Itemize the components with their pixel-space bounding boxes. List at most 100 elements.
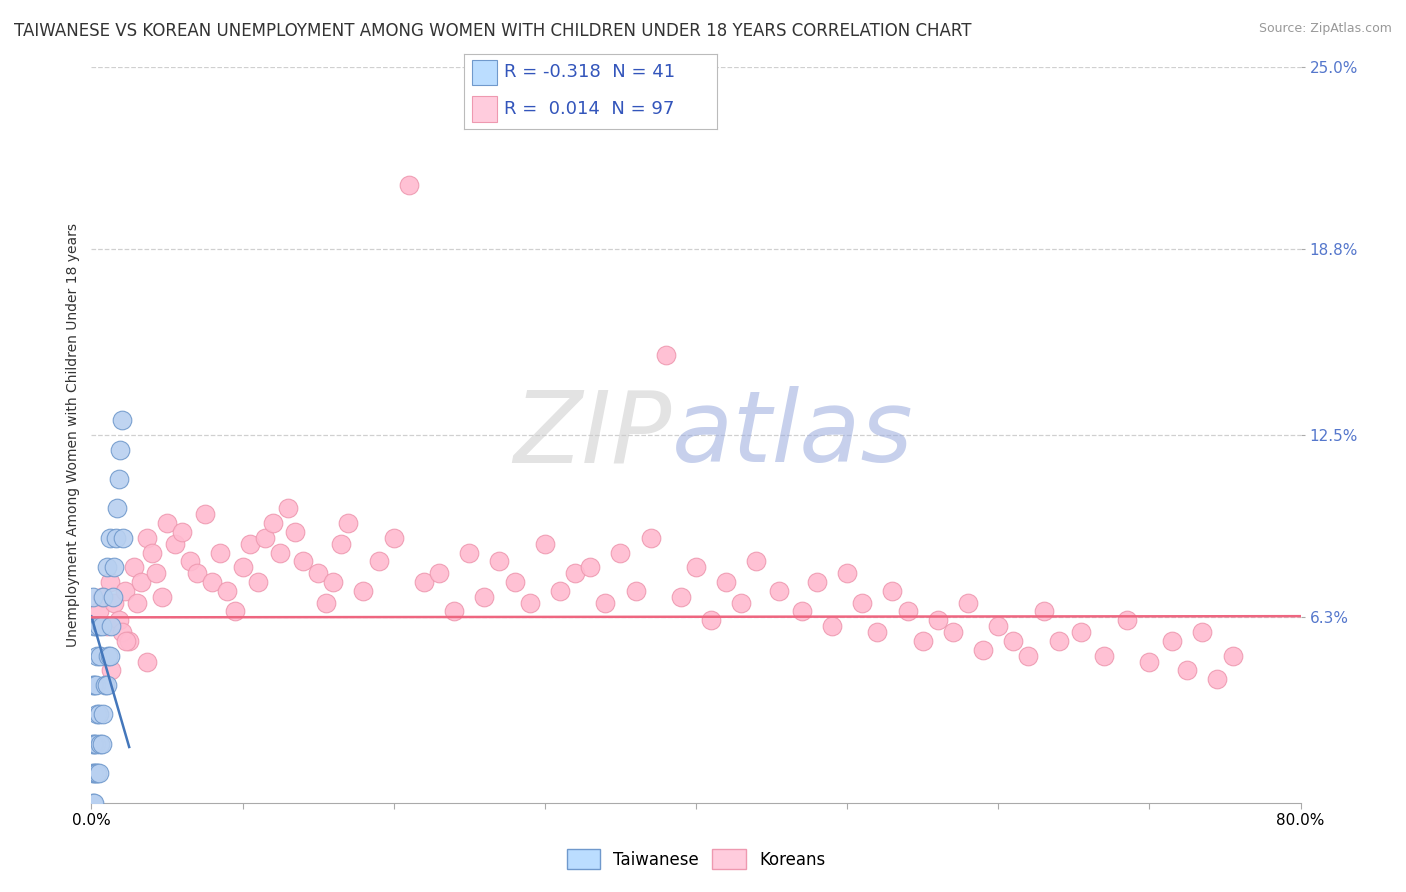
Point (82, 766, 104, 780)
Point (1092, 648, 1115, 663)
Point (163, 537, 186, 551)
Point (329, 537, 352, 551)
Point (790, 605, 813, 619)
Point (84, 678, 107, 692)
Point (882, 583, 904, 598)
Point (533, 537, 555, 551)
Point (82, 796, 104, 810)
Point (93, 707, 115, 722)
Point (1191, 625, 1213, 640)
Point (100, 619, 122, 633)
Point (835, 566, 858, 581)
Point (352, 583, 374, 598)
Point (307, 566, 329, 581)
Point (104, 531, 127, 545)
Point (987, 619, 1010, 633)
Point (208, 545, 231, 560)
Point (262, 516, 284, 530)
Text: atlas: atlas (672, 386, 914, 483)
Point (413, 575, 436, 590)
Point (93, 590, 115, 604)
Point (337, 516, 360, 530)
Point (115, 633, 138, 648)
Point (100, 664, 122, 678)
Point (254, 531, 277, 545)
Point (942, 625, 965, 640)
Point (96, 560, 118, 574)
Text: TAIWANESE VS KOREAN UNEMPLOYMENT AMONG WOMEN WITH CHILDREN UNDER 18 YEARS CORREL: TAIWANESE VS KOREAN UNEMPLOYMENT AMONG W… (14, 22, 972, 40)
Point (107, 472, 129, 486)
Point (84, 619, 107, 633)
Point (83, 737, 105, 751)
Point (224, 605, 246, 619)
Point (186, 566, 208, 581)
Point (1070, 625, 1092, 640)
Point (94, 678, 117, 692)
Text: R =  0.014  N = 97: R = 0.014 N = 97 (505, 100, 675, 118)
Point (382, 531, 405, 545)
Point (83, 619, 105, 633)
Point (96, 619, 118, 633)
Point (292, 554, 315, 568)
Point (239, 537, 262, 551)
Point (624, 583, 647, 598)
Point (564, 566, 586, 581)
Point (194, 508, 217, 522)
Point (714, 575, 737, 590)
Point (87, 619, 110, 633)
Point (1206, 672, 1229, 686)
Point (640, 531, 662, 545)
Point (669, 590, 692, 604)
Point (107, 613, 129, 627)
Point (86, 707, 108, 722)
Point (179, 554, 201, 568)
Point (105, 501, 128, 516)
Point (488, 554, 510, 568)
Point (806, 575, 828, 590)
Point (322, 575, 344, 590)
Point (98, 648, 121, 663)
Point (83, 796, 105, 810)
Point (122, 560, 145, 574)
Point (1002, 633, 1025, 648)
Point (519, 596, 541, 610)
Point (87, 605, 110, 619)
Point (84, 766, 107, 780)
Point (821, 619, 844, 633)
Point (730, 596, 752, 610)
Point (277, 501, 299, 516)
Point (367, 554, 389, 568)
Point (96, 678, 118, 692)
Point (911, 633, 934, 648)
Point (700, 613, 723, 627)
Point (129, 575, 152, 590)
Point (82, 678, 104, 692)
Point (111, 625, 132, 640)
Point (579, 560, 602, 574)
Point (112, 531, 135, 545)
Point (101, 590, 124, 604)
Point (315, 596, 337, 610)
Point (1175, 664, 1198, 678)
Legend: Taiwanese, Koreans: Taiwanese, Koreans (560, 843, 832, 875)
Point (91, 619, 114, 633)
Point (91, 590, 114, 604)
Point (103, 560, 125, 574)
Point (111, 413, 132, 427)
Point (82, 737, 104, 751)
Point (685, 560, 707, 574)
Point (156, 516, 179, 530)
Point (98, 531, 121, 545)
Point (1222, 648, 1244, 663)
Point (866, 625, 889, 640)
Bar (471, 96, 496, 122)
Point (654, 348, 676, 362)
Point (745, 554, 768, 568)
Point (1018, 648, 1040, 663)
Point (284, 524, 307, 539)
Point (1161, 633, 1184, 648)
Point (108, 442, 131, 457)
Point (103, 596, 125, 610)
Point (956, 596, 979, 610)
Point (87, 766, 110, 780)
